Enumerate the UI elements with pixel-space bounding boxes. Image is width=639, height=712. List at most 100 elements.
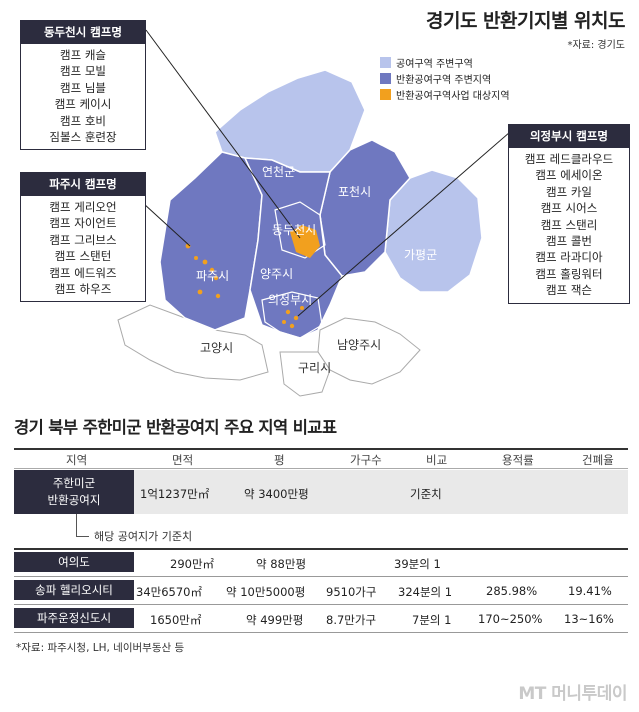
row-divider [14,604,628,605]
table-header: 비교 [426,453,448,467]
camp-name: 캠프 스탠턴 [54,249,112,264]
cell-households: 8.7만가구 [326,613,377,627]
table-header-row: 지역 면적 평 가구수 비교 용적률 건폐율 [14,448,628,469]
legend-item: 공여구역 주변구역 [380,54,510,70]
table-header: 용적률 [502,453,534,467]
table-row-region: 송파 헬리오시티 [14,580,134,600]
table-title: 경기 북부 주한미군 반환공여지 주요 지역 비교표 [14,418,337,437]
camp-box-uijeongbu: 의정부시 캠프명 캠프 레드클라우드 캠프 에세이온 캠프 카일 캠프 시어스 … [508,124,630,304]
map-source: *자료: 경기도 [567,40,625,51]
region-line2: 반환공여지 [47,493,101,507]
camp-list: 캠프 게리오언 캠프 자이언트 캠프 그리브스 캠프 스탠턴 캠프 에드워즈 캠… [21,196,145,301]
camp-name: 캠프 게리오언 [49,200,117,214]
cell-area: 1억1237만㎡ [140,487,210,501]
region-gapyeong [384,169,483,293]
camp-box-title: 동두천시 캠프명 [21,21,145,44]
camp-name: 캠프 에세이온 [535,168,603,183]
label-yeoncheon: 연천군 [262,164,295,179]
cell-bcr: 19.41% [568,584,612,598]
base-note: 해당 공여지가 기준치 [94,530,193,543]
cell-compare: 기준치 [410,487,442,501]
camp-name: 캠프 에드워즈 [49,265,117,280]
camp-box-title: 의정부시 캠프명 [509,125,629,148]
region-guri [279,351,331,397]
cell-area: 1650만㎡ [150,613,202,627]
region-dongducheon [274,201,326,259]
camp-name: 캠프 캐슬 [60,48,106,62]
table-header: 지역 [66,453,88,467]
cell-area: 34만6570㎡ [136,585,202,599]
camp-name: 캠프 그리브스 [49,232,117,247]
cell-households: 9510가구 [326,585,377,599]
map-legend: 공여구역 주변구역 반환공여구역 주변지역 반환공여구역사업 대상지역 [380,54,510,102]
table-footnote: *자료: 파주시청, LH, 네이버부동산 등 [16,642,185,654]
legend-label: 반환공여구역 주변지역 [396,74,492,86]
label-dongducheon: 동두천시 [272,222,316,237]
region-paju [159,151,263,331]
camp-area-dongducheon [290,225,320,258]
camp-list: 캠프 캐슬 캠프 모빌 캠프 님블 캠프 케이시 캠프 호비 짐볼스 훈련장 [21,44,145,149]
cell-far: 285.98% [486,584,538,598]
camp-name: 캠프 호비 [60,113,106,128]
camp-list: 캠프 레드클라우드 캠프 에세이온 캠프 카일 캠프 시어스 캠프 스탠리 캠프… [509,148,629,303]
cell-pyeong: 약 88만평 [256,557,307,571]
legend-item: 반환공여구역사업 대상지역 [380,86,510,102]
camp-name: 짐볼스 훈련장 [49,130,117,145]
camp-name: 캠프 잭슨 [546,283,592,298]
cell-pyeong: 약 499만평 [246,613,304,627]
camp-name: 캠프 하우즈 [54,282,112,297]
table-row-region: 여의도 [14,552,134,572]
label-namyangju: 남양주시 [337,338,381,352]
cell-pyeong: 약 10만5000평 [226,585,306,599]
table-row-region: 파주운정신도시 [14,608,134,628]
label-goyang: 고양시 [200,341,233,355]
camp-box-dongducheon: 동두천시 캠프명 캠프 캐슬 캠프 모빌 캠프 님블 캠프 케이시 캠프 호비 … [20,20,146,151]
watermark-logo: MT 머니투데이 [518,684,627,704]
table-header: 면적 [172,453,194,467]
legend-swatch [380,72,391,84]
cell-far: 170~250% [478,612,543,626]
row-divider [14,548,628,550]
camp-box-paju: 파주시 캠프명 캠프 게리오언 캠프 자이언트 캠프 그리브스 캠프 스탠턴 캠… [20,172,146,303]
camp-name: 캠프 케이시 [54,97,112,112]
camp-name: 캠프 콜번 [546,234,592,249]
map-title: 경기도 반환기지별 위치도 [425,10,626,32]
camp-name: 캠프 카일 [546,184,592,199]
cell-pyeong: 약 3400만평 [244,487,309,501]
camp-name: 캠프 님블 [60,80,106,95]
camp-name: 캠프 라과디아 [535,250,603,265]
camp-name: 캠프 자이언트 [49,216,117,231]
label-guri: 구리시 [298,361,331,375]
cell-area: 290만㎡ [170,557,215,571]
label-yangju: 양주시 [260,267,293,281]
table-header: 가구수 [350,453,382,467]
table-header: 평 [274,453,285,467]
region-uijeongbu [261,291,323,339]
leader-line-uijeongbu [297,131,511,317]
legend-swatch [380,56,391,68]
row-divider [14,576,628,577]
table-row-base-region: 주한미군 반환공여지 [14,470,134,514]
camp-name: 캠프 스탠리 [540,217,598,232]
camp-name: 캠프 모빌 [60,64,106,79]
camp-name: 캠프 시어스 [540,201,598,216]
legend-item: 반환공여구역 주변지역 [380,70,510,86]
cell-compare: 324분의 1 [398,585,453,599]
cell-bcr: 13~16% [564,612,614,626]
legend-label: 공여구역 주변구역 [396,58,473,70]
label-paju: 파주시 [196,269,229,283]
region-map: 연천군 포천시 동두천시 가평군 파주시 양주시 의정부시 고양시 남양주시 구… [117,29,511,397]
camp-box-title: 파주시 캠프명 [21,173,145,196]
base-note-connector [76,514,89,537]
leader-line-dongducheon [145,29,301,239]
row-divider [14,632,628,633]
table-header: 건폐율 [582,453,614,467]
camp-name: 캠프 레드클라우드 [524,152,614,166]
region-yangju [243,157,343,339]
cell-compare: 39분의 1 [394,557,441,571]
label-uijeongbu: 의정부시 [268,293,312,307]
cell-compare: 7분의 1 [412,613,452,627]
legend-swatch [380,88,391,100]
camp-name: 캠프 홀링워터 [535,266,603,281]
label-pocheon: 포천시 [338,184,371,199]
